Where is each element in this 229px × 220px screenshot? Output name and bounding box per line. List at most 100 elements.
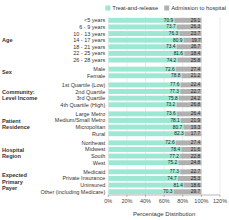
data-label: 73.6 <box>166 111 176 116</box>
category-label: 1st Quartile (Low) <box>62 82 106 88</box>
bar <box>180 89 201 94</box>
category-label: 22 - 25 years <box>73 50 105 56</box>
data-label: 22.8 <box>191 154 201 159</box>
data-label: 22.4 <box>191 82 201 87</box>
group-label-line: Patient <box>2 118 21 124</box>
data-label: 80.7 <box>173 125 183 130</box>
group-label: Community:Level Income <box>2 89 37 101</box>
group-label-line: Level Income <box>2 95 37 101</box>
bar <box>108 154 180 159</box>
bar <box>181 118 201 123</box>
bar <box>108 125 183 130</box>
data-label: 70.3 <box>163 189 173 194</box>
category-label: Private Insurance <box>62 175 105 181</box>
category-label: 26 - 28 years <box>73 57 105 63</box>
bar <box>180 169 201 174</box>
data-label: 25.8 <box>191 58 201 63</box>
bar <box>108 82 180 87</box>
group-label: PatientResidence <box>2 118 30 130</box>
bar <box>108 38 183 43</box>
bar <box>177 44 202 49</box>
data-label: 22.7 <box>191 169 201 174</box>
tick-label: 80% <box>177 198 188 204</box>
chart: <5 years6 - 9 years10 - 13 years14 - 17 … <box>0 0 229 220</box>
data-label: 82.3 <box>174 131 184 136</box>
group-label-line: Region <box>2 153 22 159</box>
data-label: 78.8 <box>171 73 181 78</box>
bar <box>108 131 185 136</box>
data-label: 73.4 <box>166 44 176 49</box>
tick-label: 40% <box>140 198 151 204</box>
bar <box>108 24 177 29</box>
group-label: ExpectedPrimaryPayer <box>2 172 27 191</box>
category-label: South <box>91 153 105 159</box>
data-label: 26.4 <box>191 111 201 116</box>
category-label: Midwest <box>85 146 106 152</box>
category-label: Micropolitan <box>76 124 106 130</box>
data-label: 73.7 <box>166 24 176 29</box>
group-label-line: Residence <box>2 124 30 130</box>
category-label: Female <box>87 73 105 79</box>
tick-label: 100% <box>194 198 208 204</box>
bar <box>174 18 201 23</box>
category-label: 6 - 9 years <box>79 24 105 30</box>
data-label: 77.3 <box>170 89 180 94</box>
bar <box>108 160 178 165</box>
group-label-line: Age <box>2 37 13 43</box>
data-label: 17.7 <box>191 131 201 136</box>
bar <box>177 24 201 29</box>
bar <box>108 67 176 72</box>
data-label: 26.7 <box>191 44 201 49</box>
data-label: 77.2 <box>170 154 180 159</box>
legend-label: Treat-and-release <box>112 5 158 11</box>
category-label: Medium/Small Metro <box>55 117 105 123</box>
data-label: 24.8 <box>191 160 201 165</box>
data-label: 22.7 <box>191 89 201 94</box>
bar <box>176 67 202 72</box>
category-label: 4th Quartile (High) <box>60 102 105 108</box>
bar <box>184 183 201 188</box>
category-label: Male <box>93 66 105 72</box>
bar <box>177 58 201 63</box>
legend-label: Admission to hospital <box>171 5 226 11</box>
x-axis-label: Percentage Distribution <box>133 211 195 217</box>
bar <box>184 51 201 56</box>
bar <box>181 147 201 152</box>
bar <box>108 183 184 188</box>
group-label-line: Expected <box>2 172 27 178</box>
data-label: 81.4 <box>174 183 184 188</box>
data-label: 75.2 <box>168 160 178 165</box>
category-label: 3rd Quartile <box>77 95 106 101</box>
data-label: 25.3 <box>191 176 201 181</box>
tick-label: 60% <box>159 198 170 204</box>
group-label-line: Hospital <box>2 147 25 153</box>
category-label: Large Metro <box>76 111 106 117</box>
bar <box>108 44 176 49</box>
data-label: 18.4 <box>191 51 201 56</box>
bar <box>108 169 180 174</box>
bar <box>178 176 202 181</box>
tick-label: 0% <box>104 198 112 204</box>
bar <box>108 189 173 194</box>
bar <box>176 102 201 107</box>
bar <box>176 140 202 145</box>
data-label: 26.8 <box>191 102 201 107</box>
bar <box>108 73 181 78</box>
legend-swatch <box>164 6 169 11</box>
bar <box>184 38 202 43</box>
legend: Treat-and-release Admission to hospital <box>105 5 226 11</box>
bar <box>108 140 176 145</box>
bar <box>179 96 202 101</box>
bar <box>108 111 177 116</box>
data-label: 74.7 <box>167 176 177 181</box>
bar <box>108 58 177 63</box>
data-label: 72.6 <box>165 140 175 145</box>
bar <box>174 189 202 194</box>
data-label: 19.3 <box>191 125 201 130</box>
bar <box>177 111 202 116</box>
category-label: <5 years <box>84 17 105 23</box>
group-label: Sex <box>2 69 13 75</box>
bar <box>108 147 181 152</box>
tick-label: 120% <box>213 198 227 204</box>
bar <box>178 160 201 165</box>
